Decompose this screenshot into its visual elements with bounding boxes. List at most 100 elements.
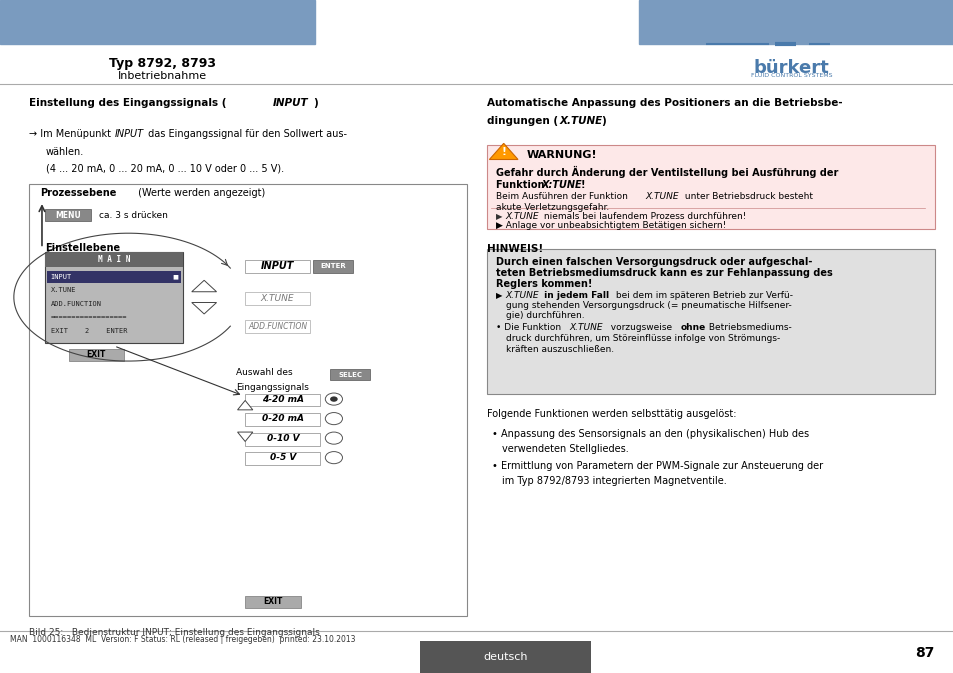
Text: X.TUNE: X.TUNE [260, 294, 294, 303]
Text: 4-20 mA: 4-20 mA [262, 394, 304, 404]
Bar [245, 320, 310, 333]
Bar [245, 394, 319, 406]
Text: !: ! [500, 147, 506, 157]
Text: ): ) [600, 116, 605, 127]
Bar [245, 596, 300, 608]
Bar [69, 349, 124, 361]
Bar [0, 0, 314, 44]
Text: unter Betriebsdruck besteht: unter Betriebsdruck besteht [681, 192, 812, 201]
Text: HINWEIS!: HINWEIS! [486, 244, 542, 254]
Text: X.TUNE: X.TUNE [559, 116, 602, 127]
Text: ▶ Anlage vor unbeabsichtigtem Betätigen sichern!: ▶ Anlage vor unbeabsichtigtem Betätigen … [496, 221, 725, 230]
Circle shape [325, 432, 342, 444]
Bar [45, 209, 91, 221]
Text: 0-10 V: 0-10 V [267, 433, 299, 443]
Text: ADD.FUNCTION: ADD.FUNCTION [51, 301, 101, 307]
Circle shape [330, 396, 337, 402]
Text: X.TUNE: X.TUNE [505, 212, 538, 221]
Text: INPUT: INPUT [261, 261, 294, 271]
Text: Betriebsmediums-: Betriebsmediums- [705, 323, 791, 332]
Text: M A I N: M A I N [98, 255, 130, 264]
Text: X.TUNE: X.TUNE [51, 287, 76, 293]
Circle shape [325, 393, 342, 405]
Bar [245, 452, 319, 465]
Text: vorzugsweise: vorzugsweise [604, 323, 674, 332]
Polygon shape [489, 143, 517, 160]
Text: das Eingangssignal für den Sollwert aus-: das Eingangssignal für den Sollwert aus- [145, 129, 347, 139]
Bar [639, 0, 953, 44]
Text: ): ) [313, 98, 317, 108]
Text: ohne: ohne [679, 323, 704, 332]
Text: Gefahr durch Änderung der Ventilstellung bei Ausführung der: Gefahr durch Änderung der Ventilstellung… [496, 166, 838, 178]
Text: MENU: MENU [55, 211, 80, 220]
Text: ENTER: ENTER [320, 263, 345, 269]
Text: Auswahl des: Auswahl des [235, 368, 292, 377]
Text: ▶: ▶ [496, 212, 505, 221]
Text: Einstellebene: Einstellebene [45, 243, 120, 253]
Bar [245, 260, 310, 273]
Text: ca. 3 s drücken: ca. 3 s drücken [99, 211, 168, 220]
Text: INPUT: INPUT [51, 274, 71, 280]
Text: bei dem im späteren Betrieb zur Verfü-: bei dem im späteren Betrieb zur Verfü- [613, 291, 793, 299]
Text: !: ! [580, 180, 585, 190]
Text: ■: ■ [172, 275, 178, 279]
Text: EXIT: EXIT [263, 597, 282, 606]
Text: MAN  1000116348  ML  Version: F Status: RL (released | freigegeben)  printed: 23: MAN 1000116348 ML Version: F Status: RL … [10, 635, 355, 643]
Bar [245, 413, 319, 426]
Polygon shape [192, 281, 216, 292]
Bar [45, 252, 183, 343]
Text: Reglers kommen!: Reglers kommen! [496, 279, 592, 289]
Text: gie) durchführen.: gie) durchführen. [505, 311, 583, 320]
Text: Prozessebene: Prozessebene [40, 188, 116, 198]
Bar [45, 252, 183, 267]
Text: niemals bei laufendem Prozess durchführen!: niemals bei laufendem Prozess durchführe… [540, 212, 745, 221]
Text: 87: 87 [915, 646, 934, 660]
Text: X.TUNE: X.TUNE [645, 192, 679, 201]
Text: INPUT: INPUT [273, 98, 308, 108]
Text: WARNUNG!: WARNUNG! [526, 150, 597, 160]
Text: ▶: ▶ [496, 291, 505, 299]
Text: (Werte werden angezeigt): (Werte werden angezeigt) [134, 188, 265, 198]
Bar [313, 260, 353, 273]
Text: FLUID CONTROL SYSTEMS: FLUID CONTROL SYSTEMS [750, 73, 832, 78]
Text: Durch einen falschen Versorgungsdruck oder aufgeschal-: Durch einen falschen Versorgungsdruck od… [496, 257, 812, 267]
Bar [486, 249, 934, 394]
Circle shape [325, 452, 342, 464]
Text: • Anpassung des Sensorsignals an den (physikalischen) Hub des: • Anpassung des Sensorsignals an den (ph… [492, 429, 808, 439]
Bar [245, 433, 319, 446]
Text: bürkert: bürkert [753, 59, 829, 77]
Bar [419, 641, 591, 673]
Text: 0-20 mA: 0-20 mA [262, 414, 304, 423]
Text: verwendeten Stellgliedes.: verwendeten Stellgliedes. [501, 444, 628, 454]
Text: Automatische Anpassung des Positioners an die Betriebsbe-: Automatische Anpassung des Positioners a… [486, 98, 841, 108]
Text: gung stehenden Versorgungsdruck (= pneumatische Hilfsener-: gung stehenden Versorgungsdruck (= pneum… [505, 301, 791, 310]
Bar [330, 369, 370, 380]
Text: (4 ... 20 mA, 0 ... 20 mA, 0 ... 10 V oder 0 ... 5 V).: (4 ... 20 mA, 0 ... 20 mA, 0 ... 10 V od… [46, 164, 284, 174]
Text: X.TUNE: X.TUNE [505, 291, 538, 299]
Polygon shape [192, 303, 216, 314]
Text: INPUT: INPUT [114, 129, 144, 139]
Text: deutsch: deutsch [483, 652, 527, 662]
Text: X.TUNE: X.TUNE [569, 323, 602, 332]
Text: EXIT    2    ENTER: EXIT 2 ENTER [51, 328, 127, 334]
Bar [486, 145, 934, 229]
Text: → Im Menüpunkt: → Im Menüpunkt [29, 129, 113, 139]
Text: ==================: ================== [51, 314, 127, 320]
Text: wählen.: wählen. [46, 147, 84, 157]
Text: druck durchführen, um Störeinflüsse infolge von Strömungs-: druck durchführen, um Störeinflüsse info… [505, 334, 779, 343]
Text: • Ermittlung von Parametern der PWM-Signale zur Ansteuerung der: • Ermittlung von Parametern der PWM-Sign… [492, 461, 822, 471]
Text: 0-5 V: 0-5 V [270, 453, 296, 462]
Text: in jedem Fall: in jedem Fall [540, 291, 608, 299]
Text: Funktion: Funktion [496, 180, 547, 190]
Text: Beim Ausführen der Funktion: Beim Ausführen der Funktion [496, 192, 630, 201]
Text: X:TUNE: X:TUNE [541, 180, 582, 190]
Text: teten Betriebsmediumsdruck kann es zur Fehlanpassung des: teten Betriebsmediumsdruck kann es zur F… [496, 268, 832, 278]
Text: SELEC: SELEC [337, 372, 362, 378]
Text: • Die Funktion: • Die Funktion [496, 323, 566, 332]
Bar [47, 271, 181, 283]
Circle shape [325, 413, 342, 425]
Text: Bild 25:   Bedienstruktur INPUT; Einstellung des Eingangssignals: Bild 25: Bedienstruktur INPUT; Einstellu… [29, 628, 319, 637]
Text: ADD.FUNCTION: ADD.FUNCTION [248, 322, 307, 331]
Text: EXIT: EXIT [87, 350, 106, 359]
Text: Eingangssignals: Eingangssignals [235, 383, 308, 392]
